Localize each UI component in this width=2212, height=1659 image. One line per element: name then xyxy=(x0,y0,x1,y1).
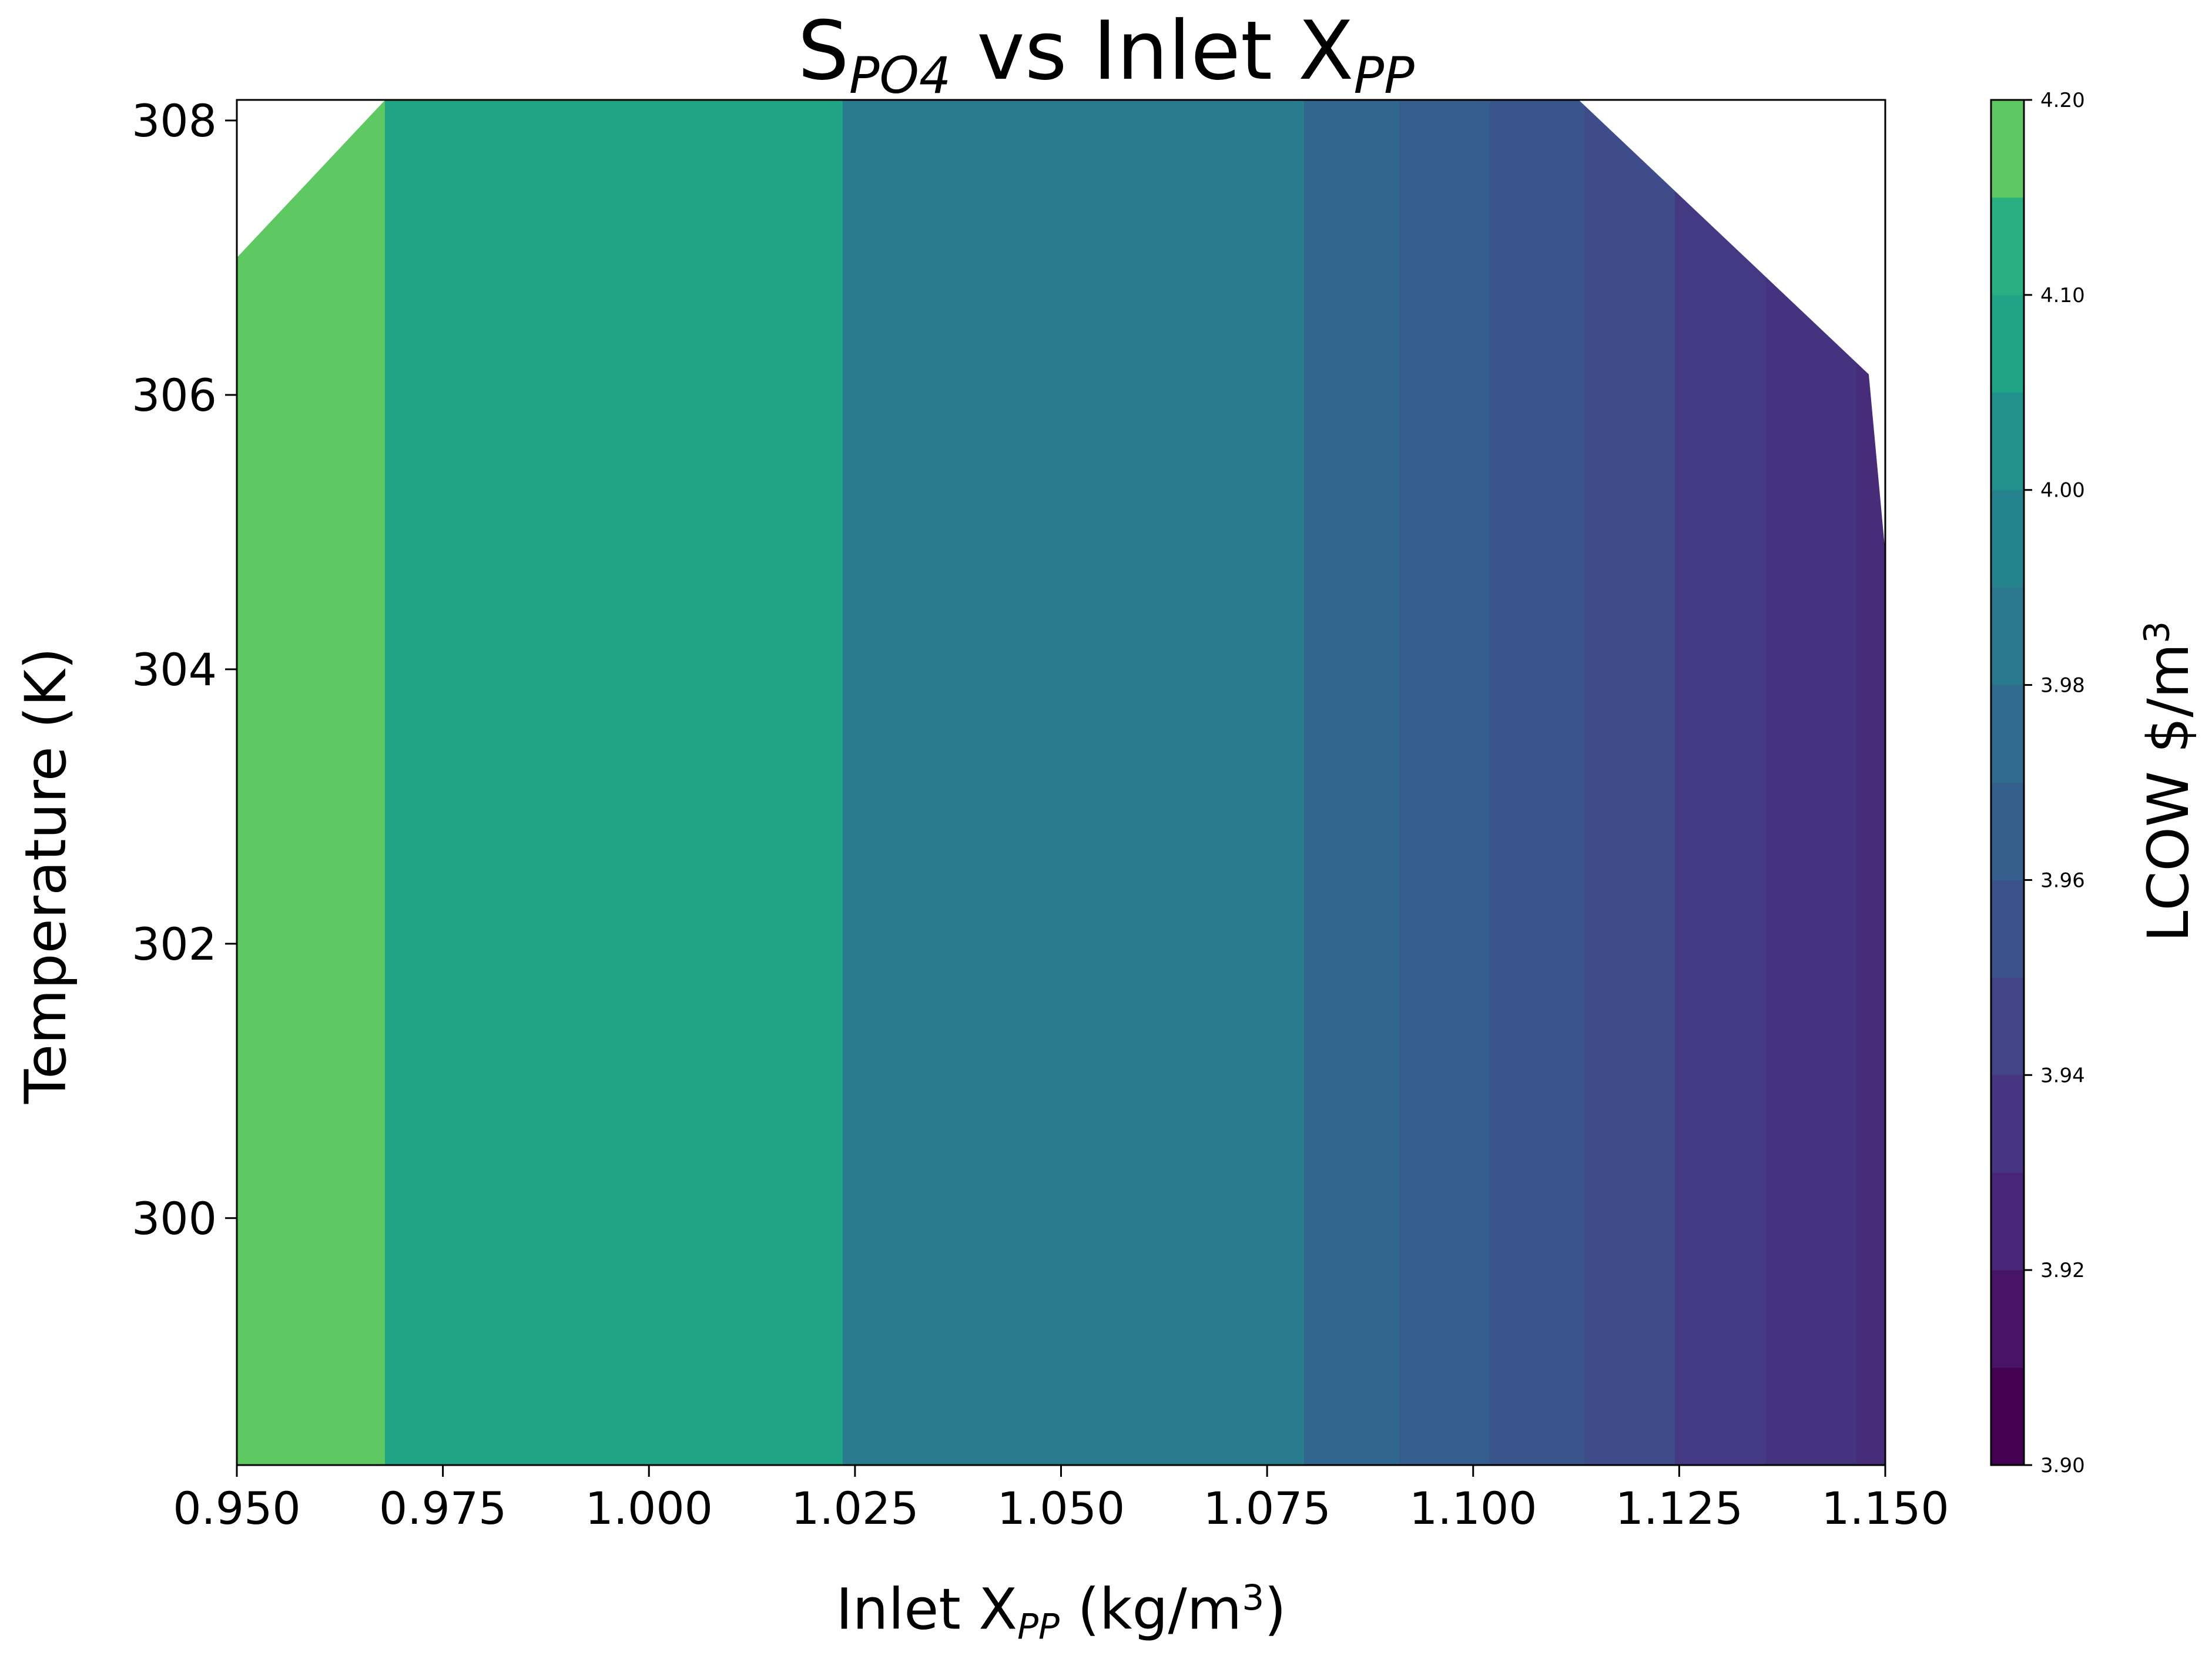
contour-band-2 xyxy=(843,100,1305,1465)
x-tick-label: 1.100 xyxy=(1409,1482,1537,1534)
colorbar-segment xyxy=(1991,490,2024,588)
colorbar-segment xyxy=(1991,782,2024,880)
colorbar: 3.90 3.92 3.94 3.96 3.98 4.00 4.10 4.20 xyxy=(1990,89,2085,1477)
title-end-subscript: PP xyxy=(1353,46,1415,105)
x-tick-label: 0.950 xyxy=(173,1482,301,1534)
x-tick-label: 1.075 xyxy=(1203,1482,1331,1534)
colorbar-label-superscript: 3 xyxy=(2137,621,2178,644)
colorbar-label-pre: LCOW $/m xyxy=(2136,643,2201,943)
colorbar-tick-label: 3.96 xyxy=(2040,869,2085,892)
x-axis: 0.950 0.975 1.000 1.025 1.050 1.075 1.100 1.125… xyxy=(173,1465,1949,1534)
contour-band-4 xyxy=(1399,100,1490,1465)
colorbar-segment xyxy=(1991,977,2024,1075)
colorbar-tick-label: 4.20 xyxy=(2040,89,2085,112)
x-tick-label: 1.000 xyxy=(585,1482,713,1534)
colorbar-tick-label: 3.98 xyxy=(2040,674,2085,698)
colorbar-segment xyxy=(1991,1367,2024,1466)
y-tick-label: 306 xyxy=(132,369,217,421)
contour-band-5 xyxy=(1490,100,1585,1465)
y-axis-label: Temperature (K) xyxy=(13,647,79,1104)
contour-band-3 xyxy=(1304,100,1400,1465)
x-tick-label: 1.150 xyxy=(1821,1482,1949,1534)
colorbar-label: LCOW $/m3 xyxy=(2136,621,2201,942)
xlabel-subscript: PP xyxy=(1017,1607,1060,1648)
colorbar-segment xyxy=(1991,392,2024,491)
xlabel-post: ) xyxy=(1264,1576,1286,1643)
colorbar-segment xyxy=(1991,1269,2024,1368)
colorbar-segment xyxy=(1991,294,2024,393)
title-mid: vs Inlet X xyxy=(951,4,1354,98)
chart-title: SPO4 vs Inlet XPP xyxy=(0,11,2212,102)
colorbar-segment xyxy=(1991,197,2024,296)
y-tick-label: 308 xyxy=(132,95,217,147)
x-tick-label: 1.125 xyxy=(1616,1482,1744,1534)
x-tick-label: 0.975 xyxy=(379,1482,507,1534)
x-tick-label: 1.025 xyxy=(791,1482,919,1534)
y-tick-label: 304 xyxy=(132,644,217,696)
y-tick-label: 300 xyxy=(132,1192,217,1245)
colorbar-segment xyxy=(1991,685,2024,783)
xlabel-superscript: 3 xyxy=(1242,1578,1265,1618)
x-axis-label: Inlet XPP (kg/m3) xyxy=(237,1581,1885,1645)
colorbar-tick-label: 4.10 xyxy=(2040,284,2085,307)
contour-band-6 xyxy=(1584,100,1675,1465)
colorbar-tick-label: 4.00 xyxy=(2040,479,2085,502)
colorbar-segment xyxy=(1991,879,2024,978)
y-tick-label: 302 xyxy=(132,918,217,970)
title-main-subscript: PO4 xyxy=(849,46,951,105)
xlabel-pre: Inlet X xyxy=(836,1576,1018,1643)
contour-band-1 xyxy=(385,100,843,1465)
colorbar-segment xyxy=(1991,99,2024,198)
colorbar-tick-label: 3.92 xyxy=(2040,1259,2085,1282)
colorbar-segment xyxy=(1991,1074,2024,1173)
xlabel-mid: (kg/m xyxy=(1059,1576,1242,1643)
x-tick-label: 1.050 xyxy=(997,1482,1125,1534)
colorbar-tick-label: 3.94 xyxy=(2040,1064,2085,1087)
colorbar-frame xyxy=(1990,99,2025,1466)
y-axis: 300 302 304 306 308 xyxy=(132,95,237,1245)
colorbar-segment xyxy=(1991,1172,2024,1271)
contour-band-0 xyxy=(237,100,386,1465)
colorbar-tick-label: 3.90 xyxy=(2040,1454,2085,1477)
contour-band-7 xyxy=(1675,100,1767,1465)
contour-bands xyxy=(237,100,1886,1465)
undefined-region-mask xyxy=(237,99,1886,553)
title-main: S xyxy=(797,4,849,98)
colorbar-segment xyxy=(1991,587,2024,686)
